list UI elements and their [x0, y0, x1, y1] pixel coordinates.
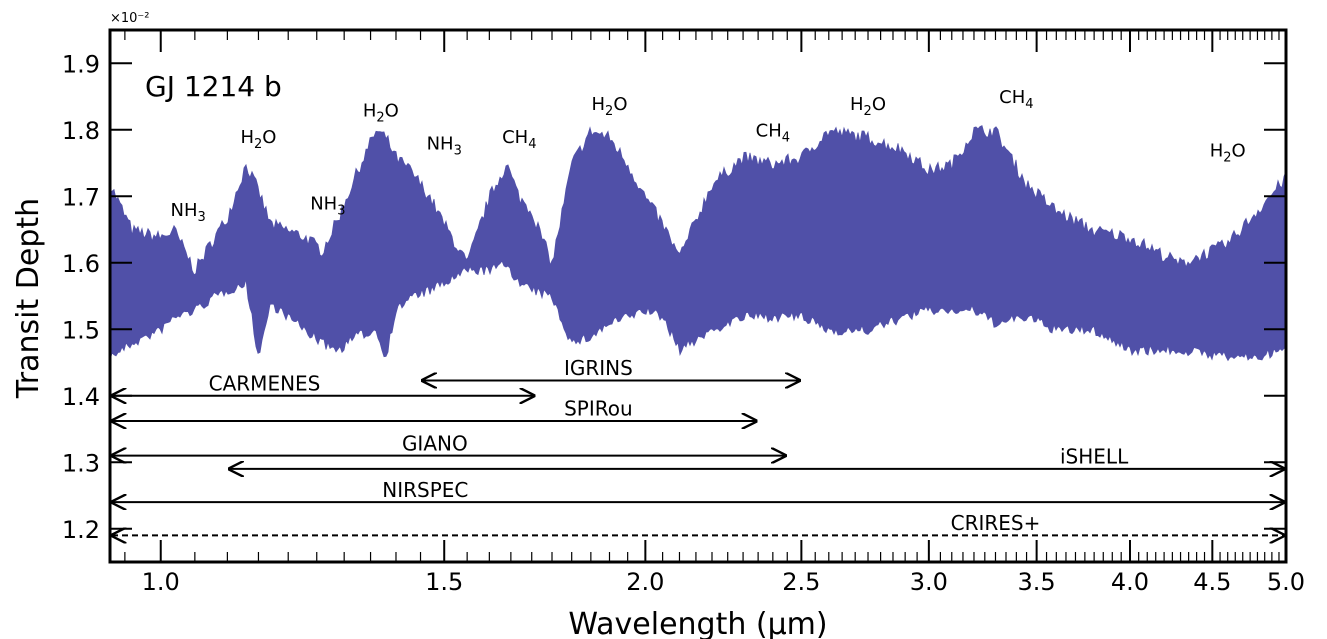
- y-tick-label: 1.3: [62, 449, 100, 477]
- y-tick-label: 1.7: [62, 183, 100, 211]
- molecule-label: CH4: [756, 120, 790, 145]
- y-tick-label: 1.4: [62, 383, 100, 411]
- instrument-label: SPIRou: [564, 397, 633, 421]
- instrument-label: IGRINS: [564, 356, 633, 380]
- x-tick-label: 4.5: [1193, 568, 1231, 596]
- y-tick-label: 1.2: [62, 516, 100, 544]
- instrument-ranges: CARMENES IGRINS SPIRou GIANO iSHELL NIRSPEC CR…: [112, 356, 1284, 535]
- y-tick-label: 1.6: [62, 250, 100, 278]
- x-tick-label: 1.5: [425, 568, 463, 596]
- molecule-label: H2O: [850, 94, 886, 119]
- instrument-label: CRIRES+: [951, 511, 1041, 535]
- molecule-label: CH4: [502, 127, 536, 152]
- molecule-label: H2O: [592, 94, 628, 119]
- instrument-label: NIRSPEC: [382, 478, 468, 502]
- y-axis-title: Transit Depth: [11, 198, 46, 399]
- instrument-label: GIANO: [402, 431, 468, 455]
- y-multiplier: ×10⁻²: [110, 11, 150, 26]
- molecule-label: NH3: [310, 194, 345, 219]
- x-tick-label: 3.5: [1018, 568, 1056, 596]
- y-tick-label: 1.8: [62, 117, 100, 145]
- molecule-label: NH3: [427, 134, 462, 159]
- molecule-label: H2O: [363, 100, 399, 125]
- x-tick-label: 4.0: [1111, 568, 1149, 596]
- molecule-label: H2O: [1210, 140, 1246, 165]
- spectrum-layer: [110, 125, 1286, 362]
- y-tick-label: 1.9: [62, 50, 100, 78]
- x-axis-ticks: 1.0 1.5 2.0 2.5 3.0 3.5 4.0 4.5 5.0: [124, 30, 1305, 596]
- y-tick-label: 1.5: [62, 316, 100, 344]
- x-tick-label: 5.0: [1267, 568, 1305, 596]
- spectrum-band: [110, 125, 1286, 362]
- molecule-labels: NH3 H2O NH3 H2O NH3 CH4 H2O CH4 H2O CH4 H2O: [171, 87, 1246, 225]
- y-axis-ticks: 1.2 1.3 1.4 1.5 1.6 1.7 1.8 1.9: [62, 50, 1286, 544]
- planet-title: GJ 1214 b: [145, 70, 282, 103]
- x-tick-label: 2.5: [782, 568, 820, 596]
- x-axis-title: Wavelength (μm): [568, 607, 827, 639]
- molecule-label: H2O: [240, 127, 276, 152]
- plot-frame: [108, 28, 1288, 564]
- molecule-label: CH4: [999, 87, 1033, 112]
- x-tick-label: 1.0: [142, 568, 180, 596]
- x-tick-label: 3.0: [910, 568, 948, 596]
- x-tick-label: 2.0: [626, 568, 664, 596]
- instrument-label: CARMENES: [209, 371, 321, 395]
- molecule-label: NH3: [171, 200, 206, 225]
- instrument-label: iSHELL: [1060, 445, 1129, 469]
